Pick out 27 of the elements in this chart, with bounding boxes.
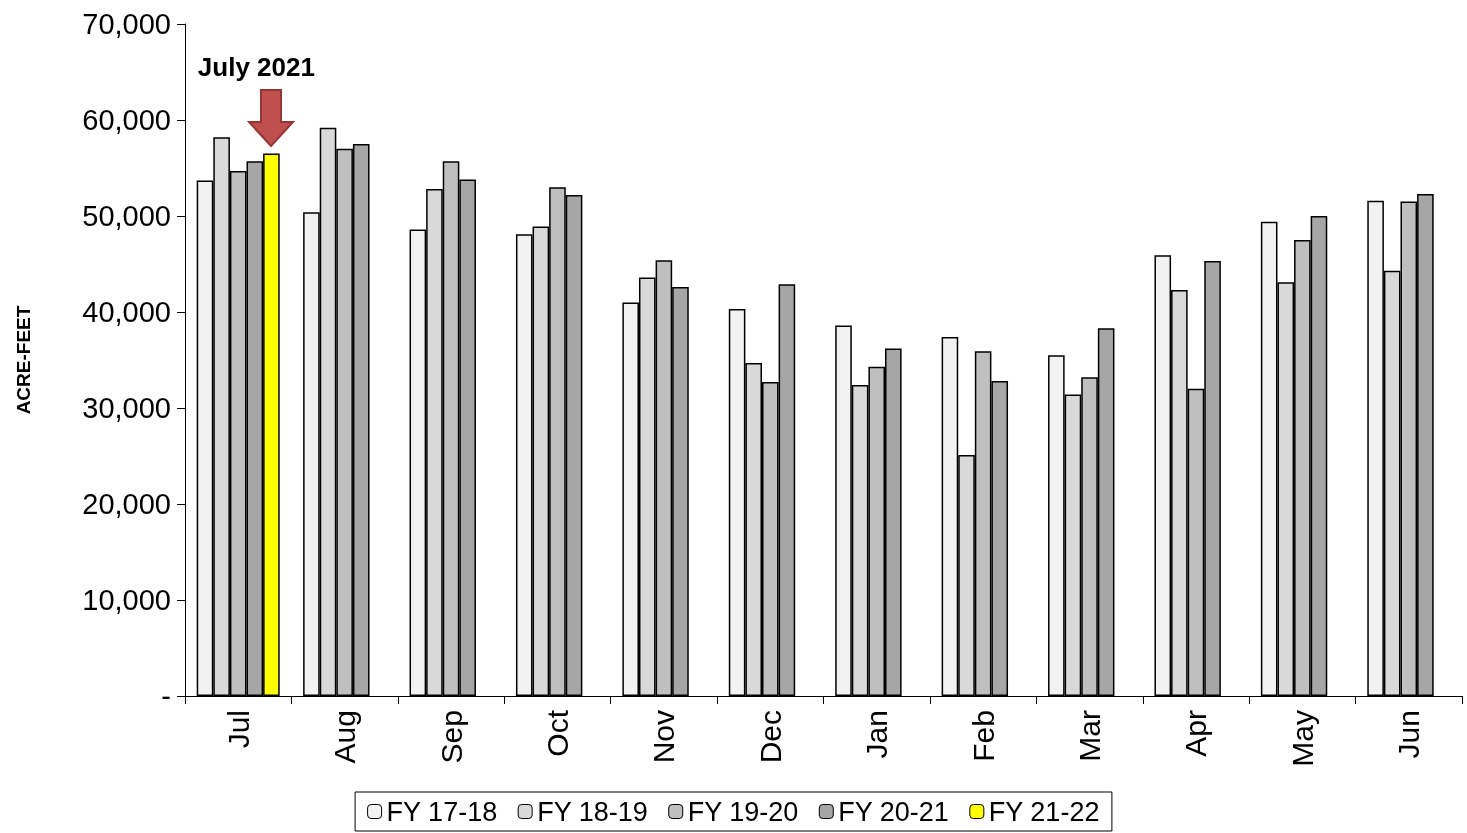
y-tick-label: 60,000 bbox=[82, 104, 171, 136]
x-tick-label: Dec bbox=[753, 710, 787, 764]
y-tick-label: 70,000 bbox=[82, 8, 171, 40]
x-tick-label: Jul bbox=[221, 710, 255, 749]
x-tick-label: Feb bbox=[966, 710, 1000, 762]
x-tick-label: Apr bbox=[1179, 709, 1213, 757]
x-tick-label: Aug bbox=[328, 710, 362, 764]
x-tick-label: Jan bbox=[860, 710, 894, 759]
y-tick-label: 10,000 bbox=[82, 584, 171, 616]
legend-label: FY 20-21 bbox=[838, 796, 949, 827]
y-tick-label: - bbox=[161, 680, 171, 712]
x-tick-label: Jun bbox=[1392, 710, 1426, 759]
legend-label: FY 19-20 bbox=[687, 796, 799, 827]
y-tick-label: 50,000 bbox=[82, 200, 171, 232]
legend-label: FY 17-18 bbox=[386, 796, 498, 827]
x-tick-label: May bbox=[1285, 710, 1319, 767]
y-tick-label: 40,000 bbox=[82, 296, 171, 328]
y-axis-title: ACRE-FEET bbox=[13, 305, 34, 415]
legend-label: FY 18-19 bbox=[537, 796, 648, 827]
x-tick-label: Nov bbox=[647, 710, 681, 764]
y-tick-label: 30,000 bbox=[82, 392, 171, 424]
x-tick-label: Oct bbox=[540, 709, 574, 757]
x-tick-label: Mar bbox=[1073, 710, 1107, 762]
legend-label: FY 21-22 bbox=[988, 796, 1100, 827]
x-tick-label: Sep bbox=[434, 710, 468, 764]
y-tick-label: 20,000 bbox=[82, 488, 171, 520]
annotation: July 2021 bbox=[197, 51, 315, 83]
